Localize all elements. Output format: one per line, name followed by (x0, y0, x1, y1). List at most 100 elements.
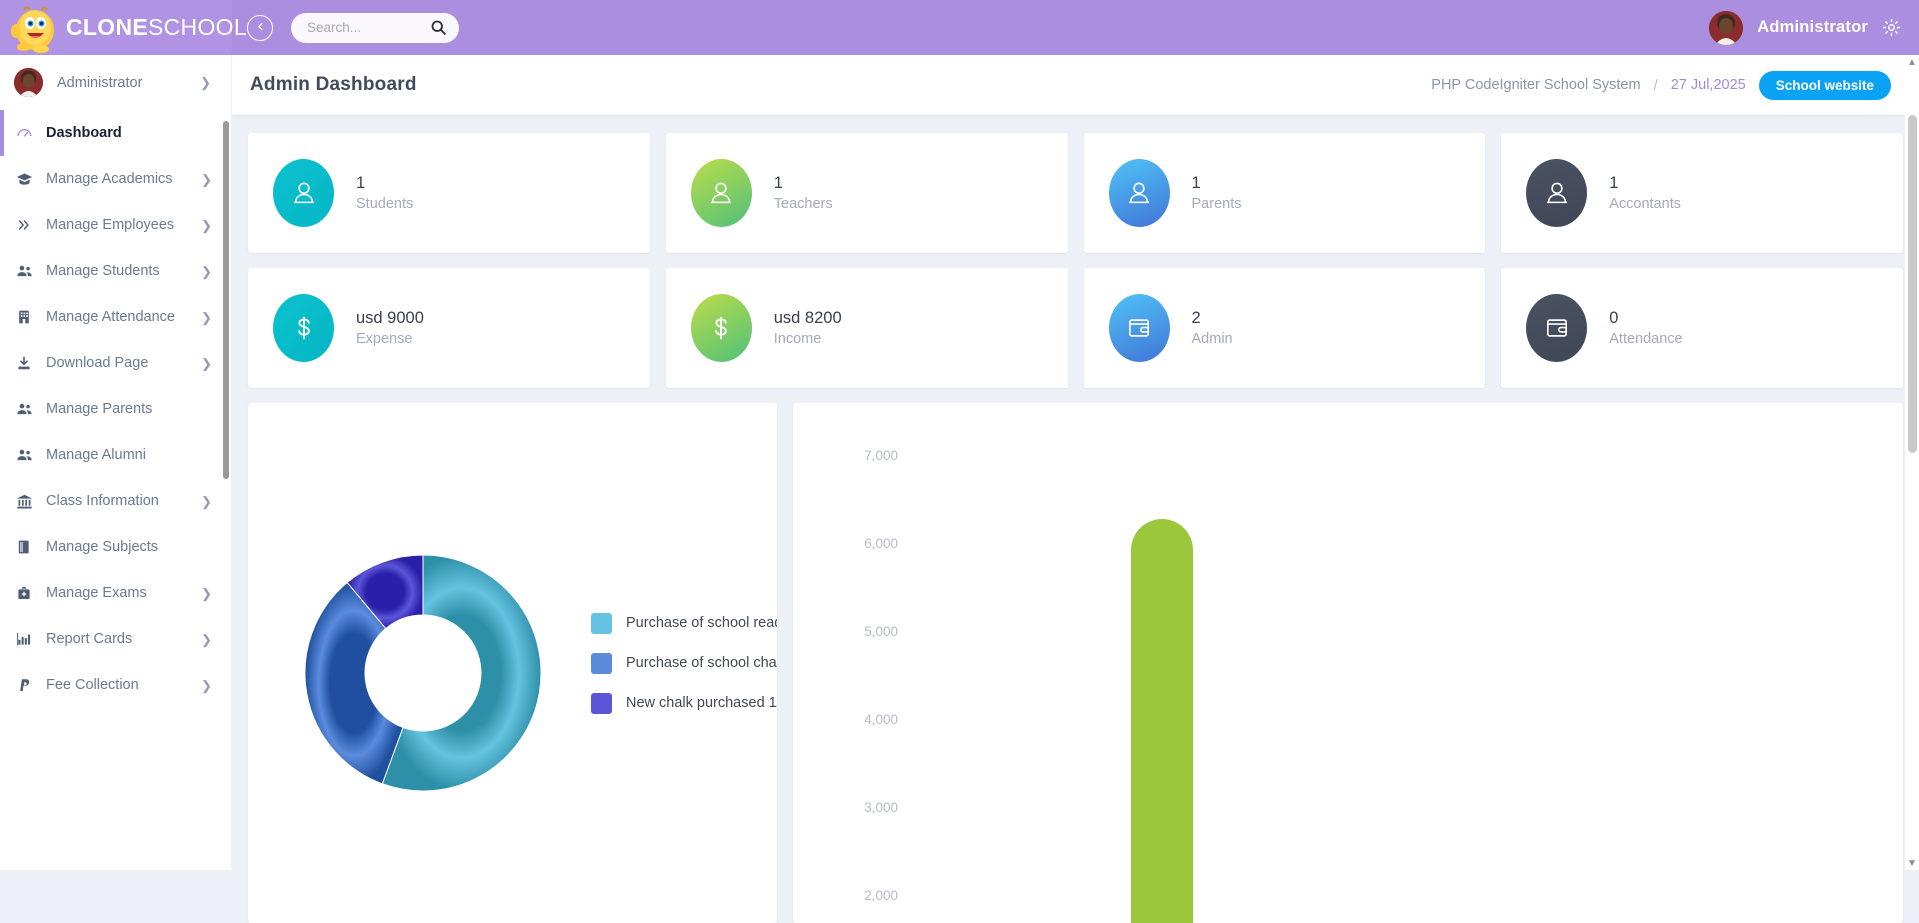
stat-card[interactable]: 1 Teachers (665, 133, 1068, 253)
chevron-right-icon: ❯ (200, 74, 211, 90)
search-box[interactable] (291, 12, 459, 43)
sidebar-item-download-page[interactable]: Download Page ❯ (0, 340, 231, 386)
top-navigation-bar: CLONESCHOOL Administrator (0, 0, 1919, 55)
breadcrumb-system: PHP CodeIgniter School System (1431, 77, 1641, 93)
sidebar-item-dashboard[interactable]: Dashboard (0, 110, 231, 156)
dollar-icon (273, 294, 334, 362)
stat-card[interactable]: 1 Accontants (1501, 133, 1903, 253)
y-axis-tick-label: 2,000 (864, 887, 898, 903)
sidebar-item-manage-exams[interactable]: Manage Exams ❯ (0, 570, 231, 616)
breadcrumb-separator: / (1653, 76, 1658, 94)
income-bar-chart-card: 7,000 6,000 5,000 4,000 3,000 2,000 (793, 403, 1903, 923)
donut-slice[interactable] (346, 554, 424, 630)
stat-card[interactable]: usd 9000 Expense (248, 268, 650, 388)
y-axis-tick-label: 5,000 (864, 624, 898, 640)
stat-card[interactable]: 0 Attendance (1501, 268, 1903, 388)
donut-wrap: Purchase of school reading Purchase of sc… (293, 543, 777, 803)
scroll-down-arrow-icon[interactable]: ▼ (1907, 857, 1917, 869)
bar-chart-icon (13, 631, 35, 647)
stat-card-value: 2 (1191, 308, 1201, 327)
stat-card-label: Students (356, 195, 414, 212)
sidebar-item-label: Manage Students (46, 263, 160, 279)
search-icon[interactable] (430, 19, 447, 36)
gear-icon[interactable] (1882, 18, 1901, 37)
brand-title: CLONESCHOOL (66, 14, 247, 41)
brand-light: SCHOOL (148, 14, 247, 40)
bar-chart-bar[interactable] (1131, 518, 1193, 923)
sidebar-item-report-cards[interactable]: Report Cards ❯ (0, 616, 231, 662)
stat-card[interactable]: 2 Admin (1083, 268, 1486, 388)
logo-zone[interactable]: CLONESCHOOL (0, 0, 247, 55)
chevron-right-icon: ❯ (201, 585, 212, 601)
stat-card-row-bottom: usd 9000 Expense usd 8200 Income 2 Admin 0 Atte… (248, 268, 1903, 388)
users-icon (13, 263, 35, 280)
paypal-icon (13, 677, 35, 693)
donut-slice[interactable] (304, 581, 404, 785)
legend-item[interactable]: Purchase of school reading (591, 603, 777, 643)
page-scrollbar-track[interactable]: ▲ ▼ (1905, 55, 1919, 870)
bank-icon (13, 493, 35, 510)
stat-card-text: usd 8200 Income (774, 307, 842, 350)
chevron-right-icon: ❯ (201, 217, 212, 233)
avatar[interactable] (1709, 10, 1744, 45)
donut-chart[interactable] (293, 543, 553, 803)
page-scrollbar-thumb[interactable] (1908, 115, 1917, 453)
legend-item[interactable]: Purchase of school chalks 3 (591, 643, 777, 683)
page-title: Admin Dashboard (250, 74, 417, 95)
sidebar-profile[interactable]: Administrator ❯ (0, 55, 231, 110)
stat-card-label: Parents (1191, 195, 1242, 212)
breadcrumb-date: 27 Jul,2025 (1670, 77, 1746, 93)
sidebar-profile-name: Administrator (57, 74, 143, 91)
sidebar-item-manage-parents[interactable]: Manage Parents (0, 386, 231, 432)
sidebar-item-label: Manage Exams (46, 585, 147, 601)
sidebar-item-manage-employees[interactable]: Manage Employees ❯ (0, 202, 231, 248)
legend-item[interactable]: New chalk purchased 11.1% (591, 683, 777, 723)
sidebar-item-manage-attendance[interactable]: Manage Attendance ❯ (0, 294, 231, 340)
donut-slice[interactable] (381, 554, 542, 792)
stat-card[interactable]: 1 Students (248, 133, 650, 253)
briefcase-icon (13, 585, 35, 601)
graduation-cap-icon (13, 171, 35, 188)
stat-card-text: 1 Teachers (774, 172, 833, 215)
stat-card-label: Accontants (1609, 195, 1681, 212)
chevron-right-icon: ❯ (201, 263, 212, 279)
chevron-right-icon: ❯ (201, 309, 212, 325)
avatar (14, 68, 43, 97)
stat-card-text: 1 Students (356, 172, 413, 215)
sidebar-scrollbar-thumb[interactable] (223, 121, 229, 479)
stat-card-label: Expense (356, 330, 413, 347)
sidebar-collapse-button[interactable] (247, 14, 273, 41)
stat-card-value: 1 (1191, 173, 1201, 192)
sidebar-item-label: Class Information (46, 493, 159, 509)
stat-card[interactable]: usd 8200 Income (665, 268, 1068, 388)
stat-card[interactable]: 1 Parents (1083, 133, 1486, 253)
legend-swatch (591, 652, 612, 674)
bar-chart[interactable]: 7,000 6,000 5,000 4,000 3,000 2,000 (793, 403, 1903, 923)
topbar-right-group: Administrator (1709, 10, 1919, 45)
person-icon (690, 159, 752, 227)
sidebar-item-manage-academics[interactable]: Manage Academics ❯ (0, 156, 231, 202)
page-header-right: PHP CodeIgniter School System / 27 Jul,2… (1431, 70, 1891, 100)
book-icon (13, 539, 35, 555)
sidebar-item-label: Manage Alumni (46, 447, 146, 463)
school-website-button[interactable]: School website (1758, 70, 1891, 100)
sidebar-item-manage-subjects[interactable]: Manage Subjects (0, 524, 231, 570)
stat-card-text: usd 9000 Expense (356, 307, 424, 350)
sidebar-item-label: Manage Parents (46, 401, 153, 417)
page-header: Admin Dashboard PHP CodeIgniter School S… (232, 55, 1919, 115)
stat-card-label: Income (773, 330, 822, 347)
sidebar-item-manage-students[interactable]: Manage Students ❯ (0, 248, 231, 294)
person-icon (1526, 159, 1588, 227)
sidebar-item-label: Fee Collection (46, 677, 139, 693)
scroll-up-arrow-icon[interactable]: ▲ (1907, 56, 1917, 68)
sidebar-item-manage-alumni[interactable]: Manage Alumni (0, 432, 231, 478)
sidebar-item-label: Dashboard (46, 125, 122, 141)
stat-card-text: 2 Admin (1192, 307, 1233, 350)
sidebar-item-class-information[interactable]: Class Information ❯ (0, 478, 231, 524)
sidebar-item-fee-collection[interactable]: Fee Collection ❯ (0, 662, 231, 708)
chevron-right-icon: ❯ (201, 355, 212, 371)
dollar-icon (690, 294, 752, 362)
y-axis-tick-label: 6,000 (864, 536, 898, 552)
search-input[interactable] (307, 20, 430, 35)
users-icon (13, 401, 35, 418)
